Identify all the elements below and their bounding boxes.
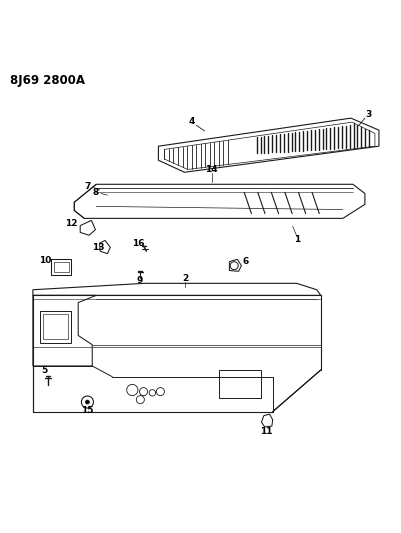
Text: 13: 13: [92, 243, 105, 252]
Text: 6: 6: [242, 257, 249, 266]
Text: 10: 10: [39, 256, 51, 265]
Text: 5: 5: [41, 366, 47, 375]
Text: 9: 9: [136, 276, 143, 285]
Text: 16: 16: [132, 239, 145, 248]
Text: 2: 2: [182, 274, 188, 283]
Text: 8: 8: [92, 188, 99, 197]
Circle shape: [85, 400, 89, 404]
Text: 15: 15: [81, 406, 94, 415]
Text: 11: 11: [260, 427, 273, 436]
Text: 3: 3: [366, 110, 372, 119]
Text: 14: 14: [205, 165, 218, 174]
Text: 7: 7: [84, 182, 91, 191]
Text: 1: 1: [294, 235, 300, 244]
Text: 12: 12: [65, 219, 78, 228]
Text: 4: 4: [188, 117, 195, 126]
Text: 8J69 2800A: 8J69 2800A: [10, 74, 85, 87]
